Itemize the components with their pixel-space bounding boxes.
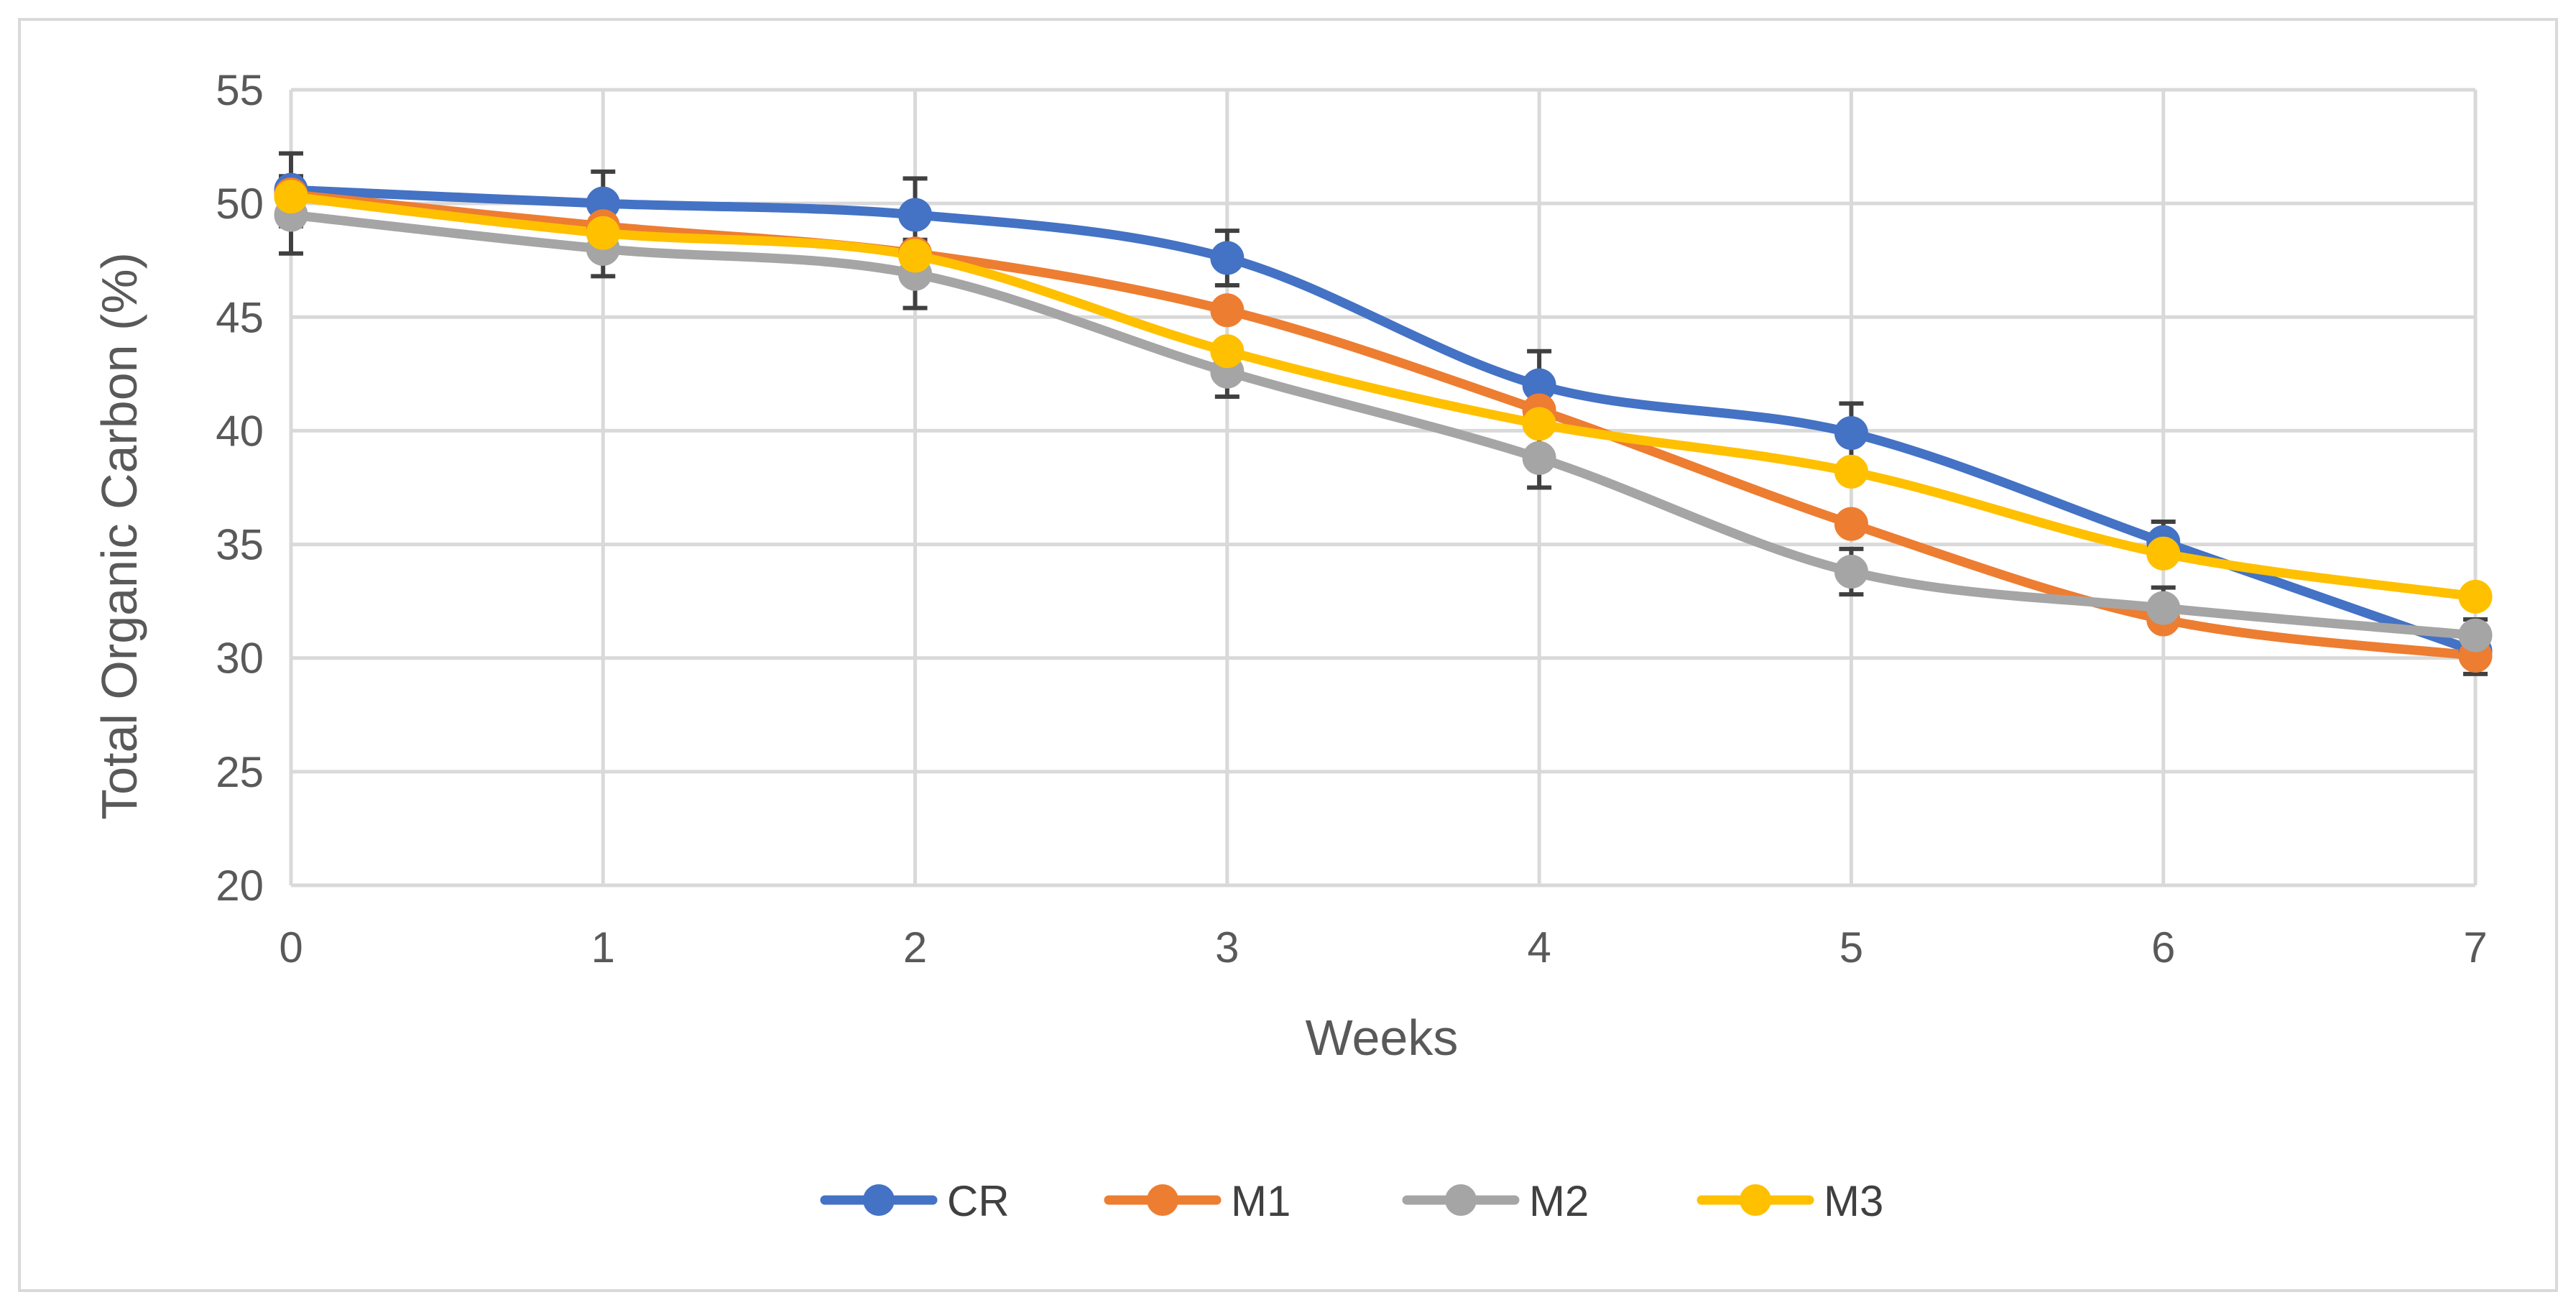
y-tick-label: 25 <box>216 748 264 796</box>
y-tick-label: 45 <box>216 293 264 341</box>
series-line-cr <box>286 185 2480 656</box>
series-line-m2 <box>286 210 2480 640</box>
legend-label-m2: M2 <box>1529 1177 1589 1225</box>
x-tick-label: 3 <box>1215 923 1239 972</box>
data-point-m3 <box>898 239 933 273</box>
series-markers <box>274 172 2493 673</box>
data-point-m2 <box>2146 591 2181 625</box>
legend-marker-m1 <box>1147 1184 1178 1216</box>
data-point-m3 <box>2146 536 2181 571</box>
x-tick-label: 7 <box>2463 923 2487 972</box>
data-point-m1 <box>1834 507 1868 541</box>
x-tick-label: 0 <box>279 923 303 972</box>
y-tick-label: 35 <box>216 521 264 569</box>
legend-item-m3: M3 <box>1696 1177 1883 1225</box>
data-point-m2 <box>1522 440 1556 475</box>
data-point-cr <box>898 198 933 232</box>
legend-item-m1: M1 <box>1104 1177 1291 1225</box>
x-tick-label: 1 <box>591 923 615 972</box>
x-tick-label: 5 <box>1839 923 1863 972</box>
legend-marker-cr <box>863 1184 895 1216</box>
y-tick-label: 50 <box>216 180 264 228</box>
legend: CR M1 M2 M3 <box>820 1177 1883 1225</box>
legend-marker-m2 <box>1445 1184 1477 1216</box>
data-point-m3 <box>1210 334 1245 369</box>
data-point-m2 <box>1834 555 1868 589</box>
data-point-cr <box>1210 241 1245 275</box>
data-point-m2 <box>2458 618 2493 652</box>
data-point-m3 <box>1834 454 1868 489</box>
x-axis-title: Weeks <box>1306 1010 1459 1066</box>
y-axis-title: Total Organic Carbon (%) <box>91 252 147 820</box>
legend-item-cr: CR <box>820 1177 1010 1225</box>
x-tick-label: 4 <box>1527 923 1551 972</box>
data-point-m1 <box>1210 293 1245 328</box>
series-lines <box>286 185 2480 661</box>
x-tick-label: 2 <box>903 923 927 972</box>
y-tick-label: 30 <box>216 635 264 683</box>
y-tick-label: 20 <box>216 862 264 910</box>
data-point-cr <box>1834 416 1868 451</box>
series-line-m3 <box>286 192 2480 601</box>
legend-item-m2: M2 <box>1402 1177 1589 1225</box>
legend-label-m3: M3 <box>1824 1177 1883 1225</box>
legend-marker-m3 <box>1740 1184 1771 1216</box>
data-point-m3 <box>586 216 620 250</box>
y-tick-label: 40 <box>216 407 264 455</box>
legend-label-m1: M1 <box>1231 1177 1291 1225</box>
y-tick-label: 55 <box>216 66 264 114</box>
data-point-m3 <box>274 180 308 214</box>
data-point-m3 <box>2458 579 2493 614</box>
x-tick-label: 6 <box>2151 923 2175 972</box>
data-point-m3 <box>1522 407 1556 441</box>
legend-label-cr: CR <box>947 1177 1010 1225</box>
